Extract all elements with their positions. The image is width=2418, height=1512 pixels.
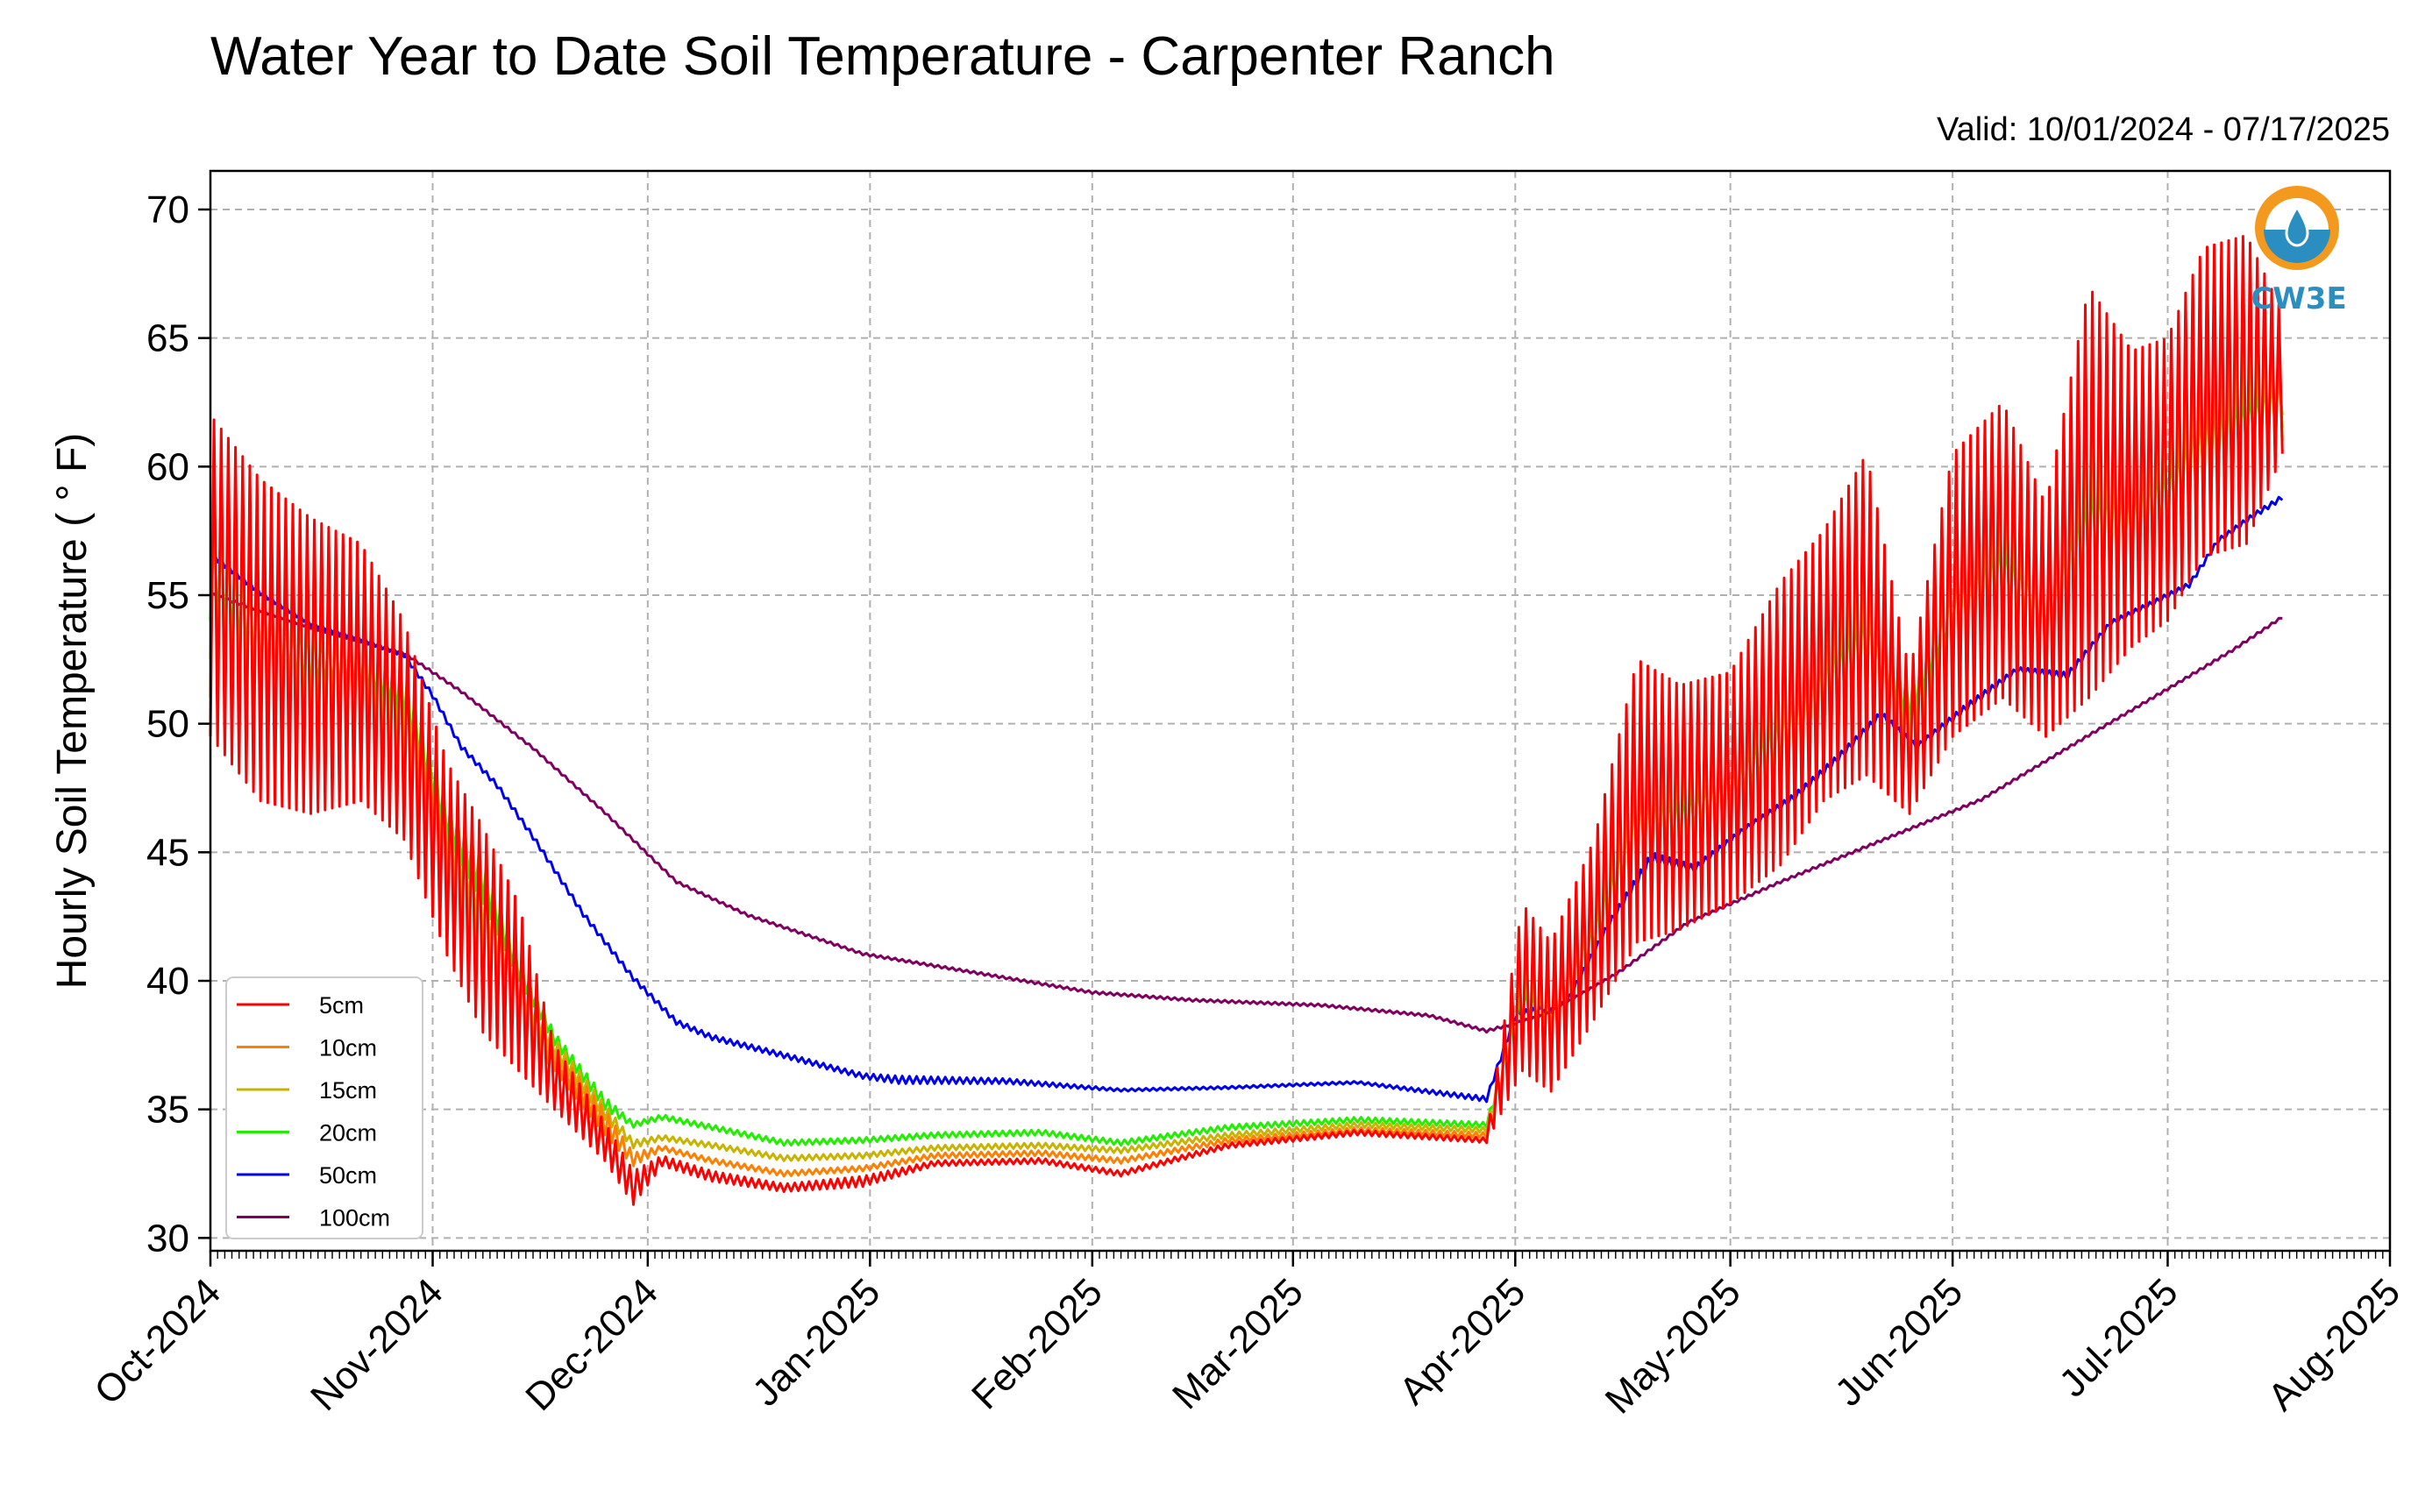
y-axis-label: Hourly Soil Temperature ( ° F) [49, 433, 96, 990]
legend-label-15cm: 15cm [319, 1077, 377, 1104]
legend-label-100cm: 100cm [319, 1205, 390, 1232]
chart-title: Water Year to Date Soil Temperature - Ca… [210, 26, 1555, 87]
series-line-100cm [210, 592, 2283, 1034]
legend-items: 5cm 10cm 15cm 20cm 50cm 100cm [237, 992, 390, 1232]
plot-frame [209, 169, 2392, 1253]
chart-subtitle: Valid: 10/01/2024 - 07/17/2025 [1937, 111, 2390, 148]
y-tick-label: 45 [146, 831, 189, 874]
legend-label-5cm: 5cm [319, 992, 364, 1019]
cw3e-logo: CW3E [2251, 186, 2347, 316]
logo-text: CW3E [2251, 281, 2346, 316]
y-tick-label: 50 [146, 703, 189, 746]
legend-label-10cm: 10cm [319, 1035, 377, 1061]
y-tick-label: 65 [146, 317, 189, 360]
series-group [209, 235, 2284, 1206]
x-minor-ticks [210, 1251, 2391, 1259]
y-tick-label: 40 [146, 960, 189, 1003]
legend: 5cm 10cm 15cm 20cm 50cm 100cm [225, 976, 423, 1239]
series-line-5cm [209, 235, 2284, 1206]
y-tick-label: 55 [146, 574, 189, 617]
y-tick-label: 60 [146, 445, 189, 488]
grid-lines [210, 171, 2390, 1251]
legend-label-20cm: 20cm [319, 1120, 377, 1146]
logo-droplet-icon [2285, 203, 2309, 247]
legend-label-50cm: 50cm [319, 1162, 377, 1189]
y-tick-label: 70 [146, 188, 189, 231]
y-tick-label: 30 [146, 1217, 189, 1260]
y-tick-label: 35 [146, 1089, 189, 1132]
y-axis-ticks: 30 35 40 45 50 55 60 65 70 [146, 188, 210, 1260]
